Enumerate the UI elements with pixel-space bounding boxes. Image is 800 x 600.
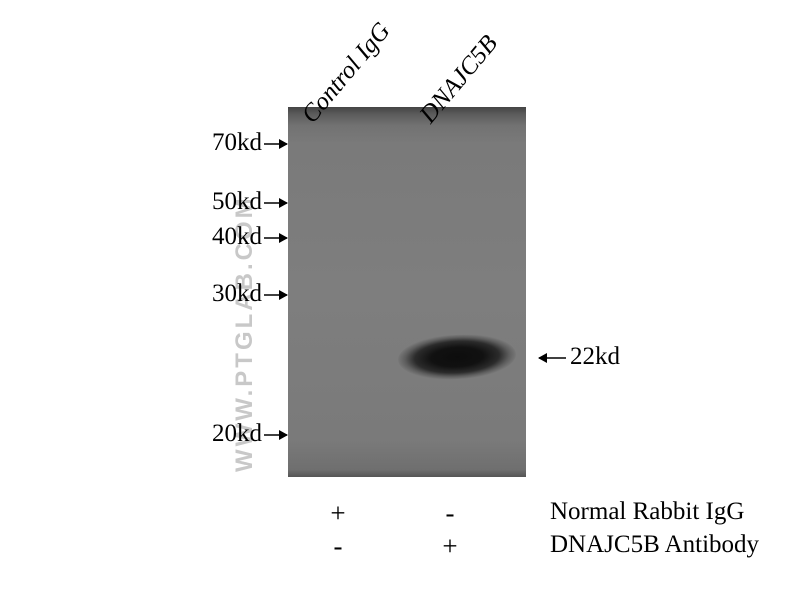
arrow-right-icon [264, 129, 288, 157]
legend-normal-igg: Normal Rabbit IgG [550, 498, 744, 526]
arrow-left-icon [538, 343, 570, 370]
pm-cell: + [326, 498, 350, 529]
mw-label-text: 40kd [212, 223, 262, 250]
pm-cell: - [438, 498, 462, 529]
arrow-right-icon [264, 280, 288, 308]
blot-membrane [288, 107, 526, 477]
mw-label: 40kd [212, 223, 288, 251]
result-label-text: 22kd [570, 343, 620, 370]
mw-label-text: 50kd [212, 188, 262, 215]
figure-container: WWW.PTGLAB.COM 70kd 50kd 40kd 30kd 20kd … [0, 0, 800, 600]
arrow-right-icon [264, 223, 288, 251]
mw-label: 20kd [212, 420, 288, 448]
mw-label-text: 20kd [212, 420, 262, 447]
pm-cell: + [438, 531, 462, 562]
legend-target-ab: DNAJC5B Antibody [550, 531, 759, 559]
mw-label: 70kd [212, 129, 288, 157]
result-label: 22kd [538, 343, 620, 371]
pm-cell: - [326, 531, 350, 562]
mw-label: 30kd [212, 280, 288, 308]
arrow-right-icon [264, 420, 288, 448]
mw-label: 50kd [212, 188, 288, 216]
mw-label-text: 30kd [212, 280, 262, 307]
arrow-right-icon [264, 188, 288, 216]
mw-label-text: 70kd [212, 129, 262, 156]
